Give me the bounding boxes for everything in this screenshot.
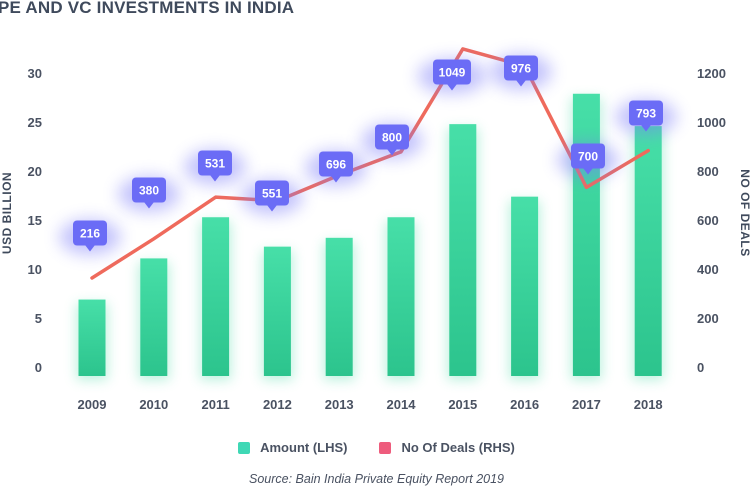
legend-swatch-amount — [238, 441, 251, 454]
y-tick-label: 25 — [28, 115, 42, 130]
deal-label-bubble: 380 — [118, 176, 180, 212]
legend-item-deals[interactable]: No Of Deals (RHS) — [379, 440, 515, 455]
deal-label: 1049 — [439, 66, 466, 80]
deal-label-bubble: 531 — [184, 149, 246, 185]
deal-label: 380 — [139, 184, 159, 198]
y2-tick-label: 800 — [697, 164, 719, 179]
x-tick-label: 2014 — [387, 397, 417, 412]
x-tick-label: 2010 — [139, 397, 168, 412]
y-tick-label: 15 — [28, 213, 42, 228]
bar-2014[interactable] — [387, 217, 415, 376]
y2-axis-label: NO OF DEALS — [738, 169, 752, 257]
y2-tick-label: 1000 — [697, 115, 726, 130]
y-tick-label: 5 — [35, 311, 42, 326]
y-tick-label: 20 — [28, 164, 42, 179]
bar-2010[interactable] — [140, 258, 168, 376]
deal-label-bubble: 1049 — [417, 58, 487, 94]
legend: Amount (LHS) No Of Deals (RHS) — [0, 440, 753, 455]
y-tick-label: 30 — [28, 66, 42, 81]
legend-label-deals: No Of Deals (RHS) — [401, 440, 515, 455]
deal-label: 216 — [80, 227, 100, 241]
y-axis-label: USD BILLION — [0, 172, 14, 254]
bar-2016[interactable] — [511, 196, 539, 376]
chart-title: PE AND VC INVESTMENTS IN INDIA — [0, 0, 295, 17]
bar-2012[interactable] — [263, 246, 291, 376]
deal-label-bubble: 800 — [361, 123, 423, 159]
deal-label-bubble: 696 — [305, 150, 367, 186]
legend-label-amount: Amount (LHS) — [260, 440, 348, 455]
x-tick-label: 2015 — [448, 397, 477, 412]
deal-label: 551 — [262, 187, 282, 201]
y-tick-label: 0 — [35, 360, 42, 375]
bar-2017[interactable] — [572, 93, 600, 376]
deal-label: 531 — [205, 157, 225, 171]
bar-2013[interactable] — [325, 237, 353, 376]
y2-tick-label: 400 — [697, 262, 719, 277]
bar-2011[interactable] — [202, 217, 230, 376]
deal-label: 700 — [578, 150, 598, 164]
x-tick-label: 2018 — [634, 397, 663, 412]
source-note: Source: Bain India Private Equity Report… — [248, 472, 504, 486]
bar-2009[interactable] — [78, 299, 106, 376]
deal-label-bubble: 793 — [615, 99, 677, 135]
legend-item-amount[interactable]: Amount (LHS) — [238, 440, 347, 455]
x-tick-label: 2013 — [325, 397, 354, 412]
y2-tick-label: 600 — [697, 213, 719, 228]
x-tick-label: 2012 — [263, 397, 292, 412]
deal-label-bubble: 700 — [557, 142, 619, 178]
deal-label: 696 — [326, 158, 346, 172]
y2-tick-label: 0 — [697, 360, 704, 375]
legend-swatch-deals — [379, 441, 392, 454]
x-tick-label: 2009 — [78, 397, 107, 412]
bar-2018[interactable] — [634, 126, 662, 376]
x-tick-label: 2017 — [572, 397, 601, 412]
y-tick-label: 10 — [28, 262, 42, 277]
x-tick-label: 2016 — [510, 397, 539, 412]
deal-label: 800 — [382, 131, 402, 145]
deal-label: 976 — [511, 62, 531, 76]
deals-line — [90, 47, 650, 280]
x-tick-label: 2011 — [201, 397, 229, 412]
deal-label-bubble: 551 — [241, 179, 303, 215]
y2-tick-label: 1200 — [697, 66, 726, 81]
deal-label: 793 — [636, 107, 656, 121]
bar-2015[interactable] — [449, 124, 477, 376]
deal-label-bubble: 976 — [490, 54, 552, 90]
deal-label-bubble: 216 — [59, 219, 121, 255]
y2-tick-label: 200 — [697, 311, 719, 326]
